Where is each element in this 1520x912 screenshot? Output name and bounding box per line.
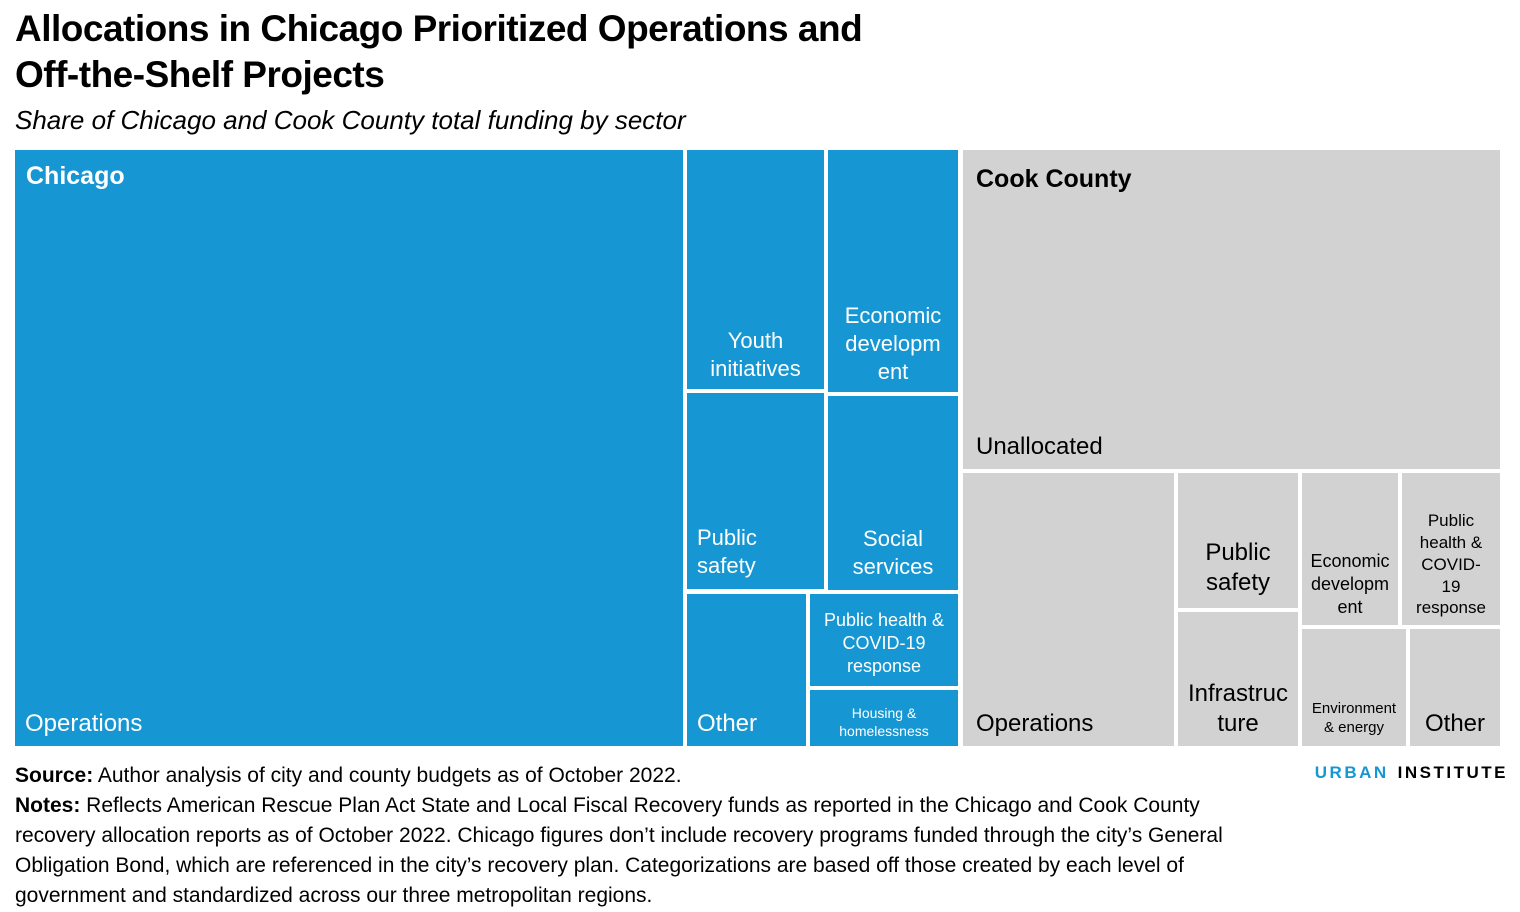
- footer: Source: Author analysis of city and coun…: [15, 761, 1265, 911]
- page-subtitle: Share of Chicago and Cook County total f…: [15, 105, 686, 135]
- cell-label-cook-county-environment-energy: Environment & energy: [1311, 699, 1397, 736]
- cell-cook-county-unallocated: Cook County Unallocated: [963, 150, 1500, 469]
- cell-chicago-economic-development: Economic developm ent: [828, 150, 958, 392]
- cell-cook-county-infrastructure: Infrastruc ture: [1178, 612, 1298, 746]
- cell-chicago-public-safety: Public safety: [687, 393, 824, 589]
- source-line: Source: Author analysis of city and coun…: [15, 761, 1265, 791]
- cell-label-chicago-other: Other: [697, 710, 758, 738]
- source-text: Author analysis of city and county budge…: [93, 764, 682, 787]
- cell-chicago-public-health-covid: Public health & COVID-19 response: [810, 594, 958, 686]
- notes-label: Notes:: [15, 794, 81, 817]
- group-label-cook-county: Cook County: [976, 165, 1132, 193]
- cell-cook-county-other: Other: [1410, 629, 1500, 746]
- logo-urban-text: URBAN: [1314, 763, 1389, 782]
- cell-cook-county-operations: Operations: [963, 473, 1174, 746]
- cell-chicago-other: Other: [687, 594, 806, 746]
- cell-label-cook-county-infrastructure: Infrastruc ture: [1187, 679, 1289, 738]
- urban-institute-logo: URBAN INSTITUTE: [1315, 763, 1508, 783]
- notes-line: Notes: Reflects American Rescue Plan Act…: [15, 791, 1265, 911]
- cell-cook-county-public-safety: Public safety: [1178, 473, 1298, 608]
- cell-cook-county-environment-energy: Environment & energy: [1302, 629, 1406, 746]
- cell-label-chicago-housing-homelessness: Housing & homelessness: [839, 705, 929, 740]
- source-label: Source:: [15, 764, 94, 787]
- cell-cook-county-public-health-covid: Public health & COVID- 19 response: [1402, 473, 1500, 625]
- cell-label-chicago-economic-development: Economic developm ent: [844, 302, 942, 384]
- notes-text: Reflects American Rescue Plan Act State …: [15, 794, 1223, 907]
- page-title: Allocations in Chicago Prioritized Opera…: [15, 8, 863, 95]
- cell-chicago-social-services: Social services: [828, 396, 958, 590]
- cell-label-cook-county-unallocated: Unallocated: [976, 433, 1103, 461]
- cell-chicago-operations: Chicago Operations: [15, 150, 683, 746]
- group-label-chicago: Chicago: [26, 162, 125, 190]
- cell-label-cook-county-public-safety: Public safety: [1205, 538, 1271, 597]
- cell-label-cook-county-operations: Operations: [976, 710, 1094, 738]
- cell-label-chicago-public-health-covid: Public health & COVID-19 response: [823, 609, 945, 676]
- cell-label-cook-county-public-health-covid: Public health & COVID- 19 response: [1416, 511, 1486, 618]
- cell-label-chicago-operations: Operations: [25, 710, 143, 738]
- cell-label-cook-county-other: Other: [1424, 710, 1486, 738]
- cell-cook-county-economic-development: Economic developm ent: [1302, 473, 1398, 625]
- cell-label-chicago-public-safety: Public safety: [697, 524, 757, 578]
- cell-label-chicago-youth-initiatives: Youth initiatives: [710, 327, 801, 381]
- cell-chicago-youth-initiatives: Youth initiatives: [687, 150, 824, 389]
- cell-chicago-housing-homelessness: Housing & homelessness: [810, 690, 958, 746]
- logo-institute-text: INSTITUTE: [1397, 763, 1508, 782]
- cell-label-cook-county-economic-development: Economic developm ent: [1310, 550, 1390, 617]
- cell-label-chicago-social-services: Social services: [852, 525, 934, 579]
